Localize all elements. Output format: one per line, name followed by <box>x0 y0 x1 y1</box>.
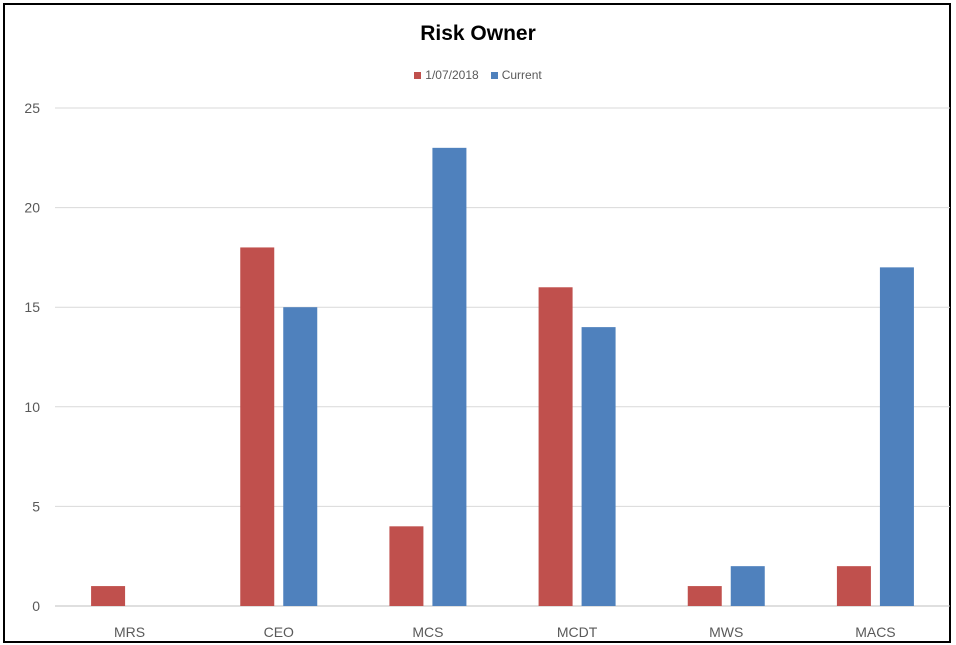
legend: 1/07/2018 Current <box>0 68 956 82</box>
y-tick-label-20: 20 <box>24 200 40 216</box>
bar-mws-series-2 <box>730 566 765 606</box>
legend-label-series-1: 1/07/2018 <box>425 68 479 82</box>
bar-mcs-series-1 <box>389 526 424 606</box>
chart-title: Risk Owner <box>420 22 536 45</box>
bar-mws-series-1 <box>687 586 722 606</box>
y-tick-label-0: 0 <box>32 598 40 614</box>
y-tick-label-5: 5 <box>32 498 40 514</box>
chart-frame <box>3 3 951 643</box>
x-tick-label-ceo: CEO <box>264 624 294 640</box>
bar-ceo-series-1 <box>240 247 275 606</box>
y-tick-label-10: 10 <box>24 399 40 415</box>
x-tick-label-mws: MWS <box>709 624 743 640</box>
y-tick-label-25: 25 <box>24 100 40 116</box>
x-tick-label-mcdt: MCDT <box>557 624 598 640</box>
legend-item-series-2: Current <box>490 68 542 82</box>
legend-label-series-2: Current <box>501 68 542 82</box>
bar-mcdt-series-1 <box>538 287 573 606</box>
legend-swatch-series-2 <box>490 71 498 79</box>
bar-ceo-series-2 <box>283 307 318 606</box>
bar-macs-series-2 <box>879 267 914 606</box>
x-tick-label-mrs: MRS <box>114 624 145 640</box>
bar-mcs-series-2 <box>432 147 467 606</box>
bar-mrs-series-1 <box>91 586 126 606</box>
x-tick-label-macs: MACS <box>855 624 895 640</box>
bar-mcdt-series-2 <box>581 327 616 606</box>
legend-item-series-1: 1/07/2018 <box>414 68 479 82</box>
legend-swatch-series-1 <box>414 71 422 79</box>
bar-macs-series-1 <box>836 566 871 606</box>
x-tick-label-mcs: MCS <box>412 624 443 640</box>
y-tick-label-15: 15 <box>24 299 40 315</box>
